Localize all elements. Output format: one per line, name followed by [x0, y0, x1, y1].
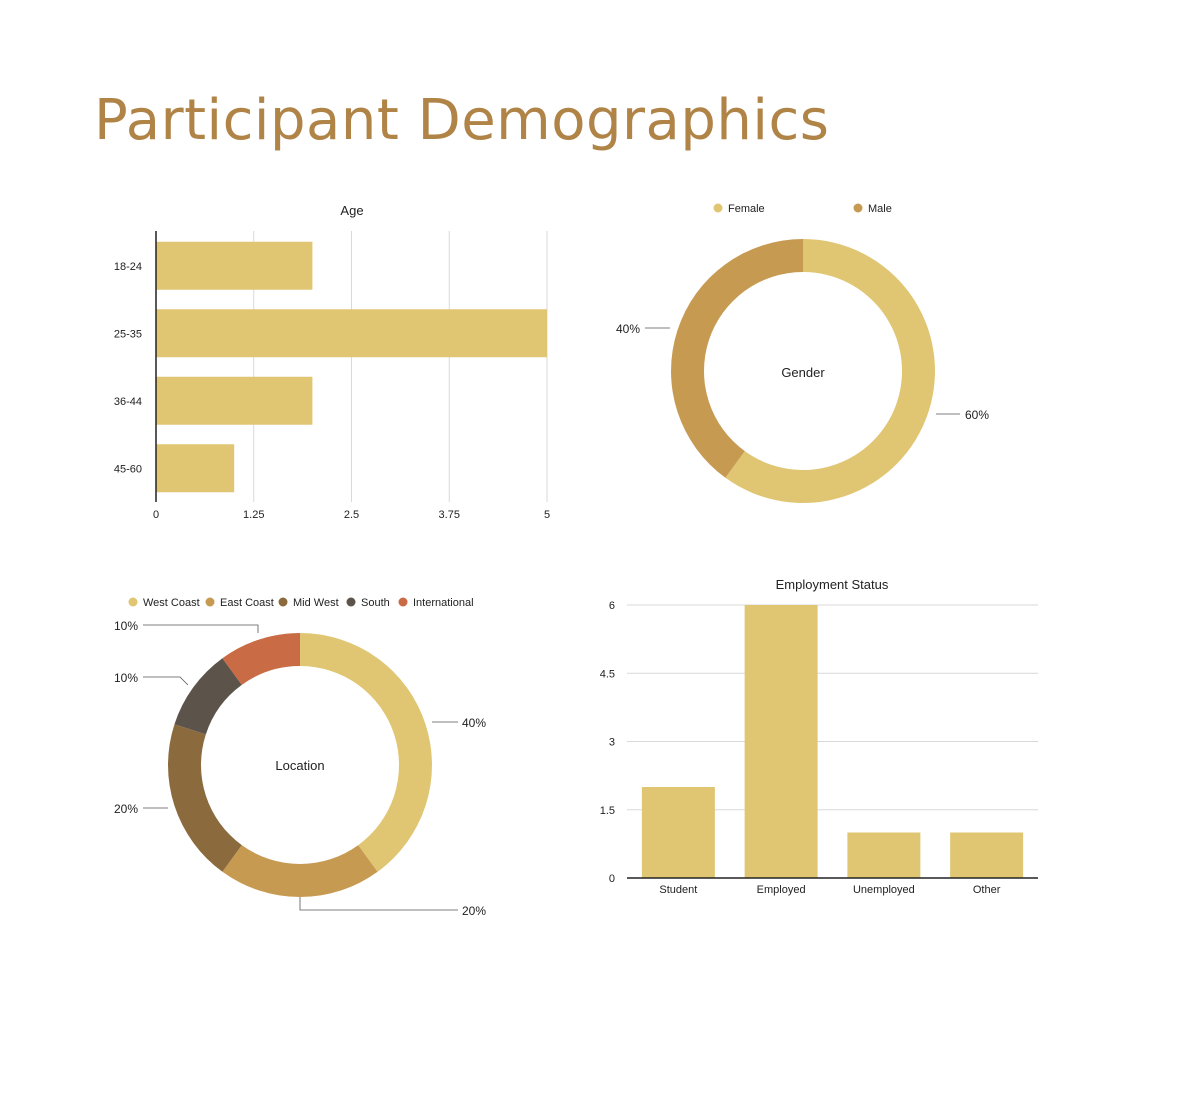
- employment-category-label: Unemployed: [853, 884, 915, 896]
- gender-center-label: Gender: [781, 365, 825, 380]
- location-slice-east-coast: [222, 845, 378, 897]
- employment-y-tick-label: 0: [609, 873, 615, 885]
- employment-category-label: Other: [973, 884, 1001, 896]
- employment-bar-student: [641, 787, 715, 878]
- location-label-eastcoast: 20%: [462, 904, 486, 918]
- gender-chart: Female Male Gender 40% 60%: [616, 203, 989, 504]
- location-label-south: 10%: [114, 671, 138, 685]
- age-chart-title: Age: [340, 203, 363, 218]
- location-slice-south: [174, 658, 242, 735]
- location-center-label: Location: [275, 758, 324, 773]
- employment-bar-employed: [744, 605, 818, 878]
- employment-bar-unemployed: [847, 832, 921, 878]
- age-x-tick-label: 2.5: [344, 509, 359, 521]
- location-legend-dot-international: [398, 597, 408, 607]
- location-legend-label-south: South: [361, 597, 390, 609]
- gender-slice-female: [725, 239, 936, 504]
- location-legend-label-east-coast: East Coast: [220, 597, 274, 609]
- location-legend-label-mid-west: Mid West: [293, 597, 339, 609]
- age-bar-18-24: [156, 241, 313, 290]
- location-legend-dot-west-coast: [128, 597, 138, 607]
- location-label-midwest: 20%: [114, 802, 138, 816]
- age-chart: Age 18-24 25-35 36-44 45-60 0 1.25 2.5 3.75 5: [114, 203, 550, 521]
- gender-legend-label-male: Male: [868, 203, 892, 215]
- age-category-label: 25-35: [114, 328, 142, 340]
- age-x-tick-label: 1.25: [243, 509, 264, 521]
- page-title: Participant Demographics: [94, 88, 830, 153]
- gender-label-female: 60%: [965, 408, 989, 422]
- age-x-tick-label: 5: [544, 509, 550, 521]
- location-leader-line-south: [143, 676, 189, 686]
- employment-y-tick-label: 4.5: [600, 668, 615, 680]
- employment-chart-title: Employment Status: [776, 577, 889, 592]
- age-bar-36-44: [156, 376, 313, 425]
- location-legend-dot-east-coast: [205, 597, 215, 607]
- age-bar-45-60: [156, 444, 235, 493]
- location-slice-international: [222, 633, 300, 685]
- employment-chart: Employment Status 0 1.5 3 4.5 6 Student Emplo…: [600, 577, 1038, 896]
- employment-category-label: Employed: [757, 884, 806, 896]
- location-chart: West Coast East Coast Mid West South Interna…: [114, 597, 486, 918]
- location-leader-line-eastcoast: [299, 897, 458, 911]
- location-leader-line-international: [143, 624, 259, 633]
- age-bar-25-35: [156, 309, 547, 358]
- employment-category-label: Student: [659, 884, 697, 896]
- age-category-label: 36-44: [114, 396, 142, 408]
- location-label-international: 10%: [114, 619, 138, 633]
- employment-y-tick-label: 6: [609, 600, 615, 612]
- age-x-tick-label: 0: [153, 509, 159, 521]
- location-slice-west-coast: [300, 633, 433, 872]
- location-slice-mid-west: [167, 724, 242, 872]
- employment-bar-other: [950, 832, 1024, 878]
- age-category-label: 18-24: [114, 261, 142, 273]
- age-x-tick-label: 3.75: [439, 509, 460, 521]
- employment-y-tick-label: 1.5: [600, 805, 615, 817]
- gender-legend-label-female: Female: [728, 203, 765, 215]
- gender-slice-male: [671, 239, 803, 478]
- location-legend-dot-mid-west: [278, 597, 288, 607]
- location-legend-label-international: International: [413, 597, 474, 609]
- location-legend-dot-south: [346, 597, 356, 607]
- location-label-westcoast: 40%: [462, 716, 486, 730]
- employment-y-tick-label: 3: [609, 737, 615, 749]
- gender-legend-dot-female: [713, 203, 723, 213]
- location-legend-label-west-coast: West Coast: [143, 597, 200, 609]
- age-category-label: 45-60: [114, 463, 142, 475]
- gender-legend-dot-male: [853, 203, 863, 213]
- gender-label-male: 40%: [616, 322, 640, 336]
